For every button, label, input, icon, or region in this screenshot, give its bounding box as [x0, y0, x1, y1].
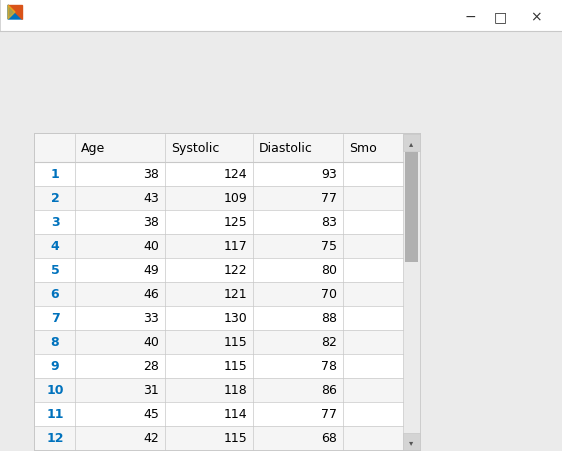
Text: 70: 70 — [321, 288, 337, 301]
Text: 4: 4 — [51, 240, 60, 253]
Text: −: − — [464, 10, 476, 24]
Text: 115: 115 — [223, 432, 247, 445]
Text: ×: × — [530, 10, 542, 24]
Bar — [405, 152, 418, 262]
Bar — [34, 133, 421, 451]
Text: 9: 9 — [51, 360, 60, 373]
Text: 122: 122 — [223, 264, 247, 277]
Text: 121: 121 — [223, 288, 247, 301]
Bar — [0, 0, 562, 32]
Bar — [35, 378, 403, 402]
Bar — [35, 354, 403, 378]
Text: Diastolic: Diastolic — [259, 142, 313, 155]
Text: ▴: ▴ — [409, 139, 414, 147]
Text: 42: 42 — [143, 432, 159, 445]
Bar — [35, 258, 403, 282]
Polygon shape — [8, 6, 15, 20]
Bar — [35, 235, 403, 258]
Text: 5: 5 — [51, 264, 60, 277]
Text: 31: 31 — [143, 384, 159, 396]
Text: 75: 75 — [321, 240, 337, 253]
Bar — [35, 402, 403, 426]
Bar — [35, 135, 420, 451]
Text: 114: 114 — [223, 408, 247, 421]
Bar — [35, 187, 403, 211]
Text: 46: 46 — [143, 288, 159, 301]
Text: Age: Age — [81, 142, 105, 155]
Text: 78: 78 — [321, 360, 337, 373]
Text: 124: 124 — [223, 168, 247, 181]
Text: 77: 77 — [321, 408, 337, 421]
Text: 28: 28 — [143, 360, 159, 373]
Text: Smo: Smo — [349, 142, 377, 155]
Text: 117: 117 — [223, 240, 247, 253]
Bar — [35, 330, 403, 354]
Text: 109: 109 — [223, 192, 247, 205]
Bar — [35, 163, 403, 187]
Bar — [403, 433, 420, 450]
Text: 1: 1 — [51, 168, 60, 181]
Polygon shape — [8, 6, 22, 20]
Text: 11: 11 — [46, 408, 64, 421]
Text: 38: 38 — [143, 168, 159, 181]
Bar — [403, 135, 420, 152]
Text: 82: 82 — [321, 336, 337, 349]
Bar — [35, 135, 403, 163]
Text: 7: 7 — [51, 312, 60, 325]
Text: 115: 115 — [223, 360, 247, 373]
Text: 88: 88 — [321, 312, 337, 325]
Text: 125: 125 — [223, 216, 247, 229]
Text: 40: 40 — [143, 240, 159, 253]
Text: 38: 38 — [143, 216, 159, 229]
Text: 43: 43 — [143, 192, 159, 205]
Bar — [403, 450, 420, 451]
Text: ▾: ▾ — [409, 437, 414, 446]
Text: 2: 2 — [51, 192, 60, 205]
Bar — [35, 426, 403, 450]
Text: Systolic: Systolic — [171, 142, 219, 155]
Text: 93: 93 — [321, 168, 337, 181]
Text: 118: 118 — [223, 384, 247, 396]
Text: 77: 77 — [321, 192, 337, 205]
Bar — [35, 282, 403, 306]
Text: 8: 8 — [51, 336, 60, 349]
Bar — [403, 135, 420, 450]
Text: 12: 12 — [46, 432, 64, 445]
Text: □: □ — [493, 10, 506, 24]
Text: 33: 33 — [143, 312, 159, 325]
Text: 10: 10 — [46, 384, 64, 396]
Polygon shape — [8, 6, 22, 20]
Text: 115: 115 — [223, 336, 247, 349]
Bar — [35, 450, 420, 451]
Text: 40: 40 — [143, 336, 159, 349]
Bar — [35, 450, 52, 451]
Text: 49: 49 — [143, 264, 159, 277]
Text: 80: 80 — [321, 264, 337, 277]
Bar — [35, 306, 403, 330]
Text: 130: 130 — [223, 312, 247, 325]
Text: 3: 3 — [51, 216, 60, 229]
Bar — [35, 211, 403, 235]
Text: 68: 68 — [321, 432, 337, 445]
Text: 6: 6 — [51, 288, 60, 301]
Text: 86: 86 — [321, 384, 337, 396]
Text: 83: 83 — [321, 216, 337, 229]
Text: 45: 45 — [143, 408, 159, 421]
